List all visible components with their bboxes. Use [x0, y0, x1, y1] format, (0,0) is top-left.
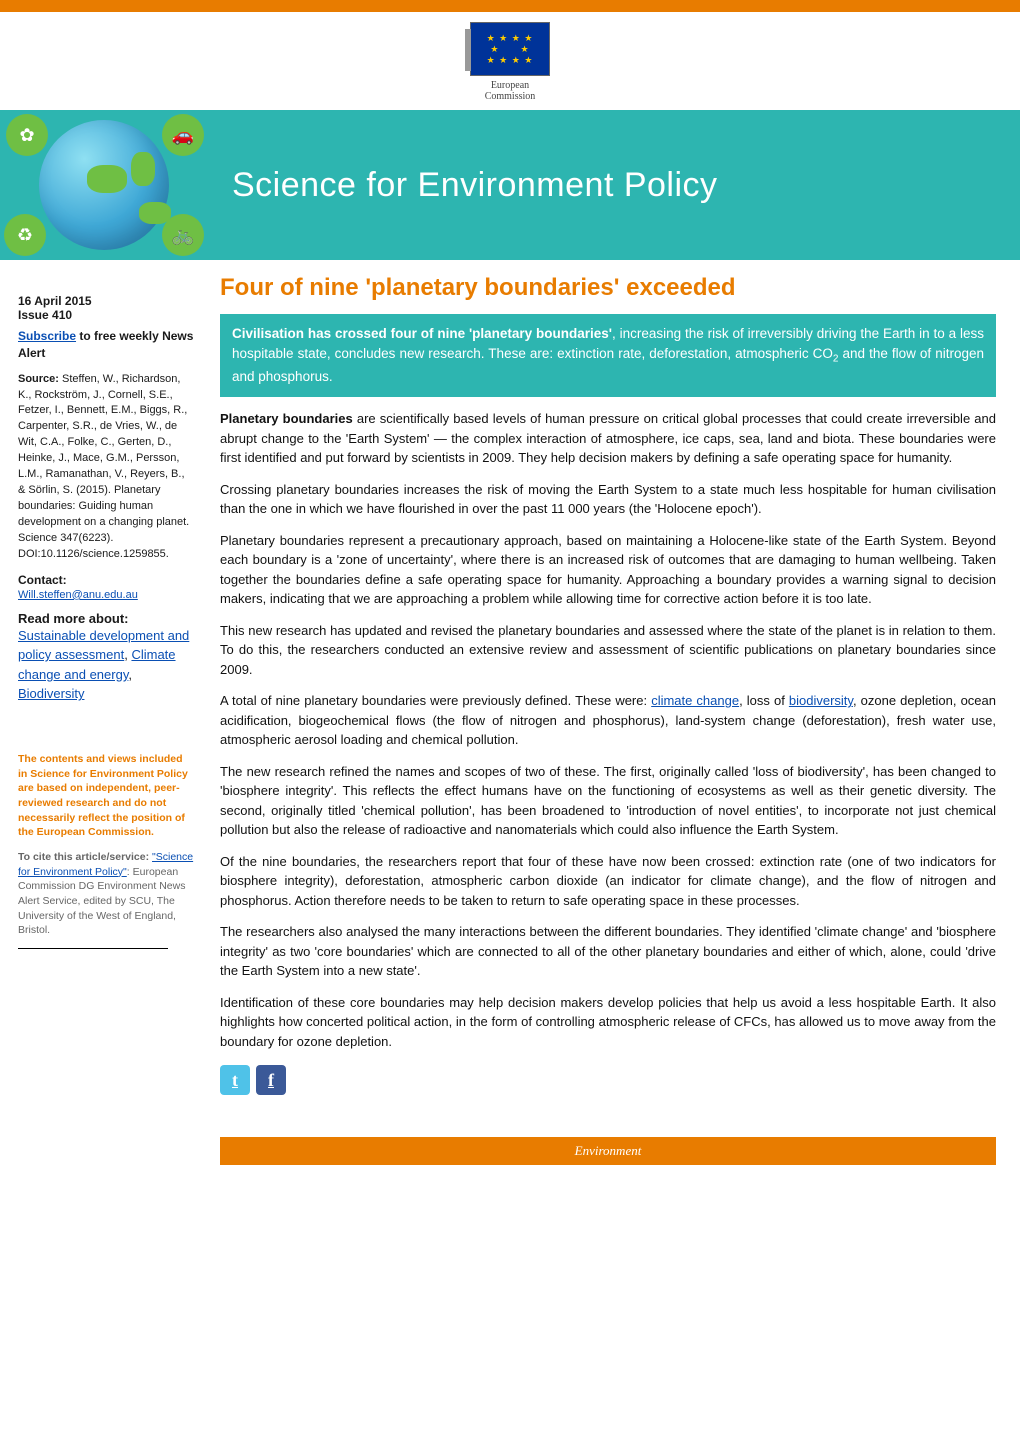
- bike-icon: 🚲: [162, 214, 204, 256]
- para-7: Of the nine boundaries, the researchers …: [220, 852, 996, 911]
- issue-date: 16 April 2015: [18, 294, 194, 308]
- globe-icon: [39, 120, 169, 250]
- logo-caption-line2: Commission: [485, 91, 536, 102]
- para-5b: , loss of: [739, 693, 789, 708]
- subscribe-link[interactable]: Subscribe: [18, 329, 76, 343]
- para-3: Planetary boundaries represent a precaut…: [220, 531, 996, 609]
- contact-email-link[interactable]: Will.steffen@anu.edu.au: [18, 589, 138, 601]
- readmore-links: Sustainable development and policy asses…: [18, 626, 194, 704]
- readmore-link-biodiversity[interactable]: Biodiversity: [18, 686, 84, 701]
- footer-bar: Environment: [220, 1137, 996, 1165]
- eu-flag-icon: ★ ★ ★ ★★ ★★ ★ ★ ★: [470, 22, 550, 76]
- para-5a: A total of nine planetary boundaries wer…: [220, 693, 651, 708]
- social-share-row: t f: [220, 1065, 996, 1095]
- facebook-share-button[interactable]: f: [256, 1065, 286, 1095]
- european-commission-logo: ★ ★ ★ ★★ ★★ ★ ★ ★ European Commission: [470, 22, 550, 102]
- sidebar: 16 April 2015 Issue 410 Subscribe to fre…: [0, 260, 208, 1113]
- readmore-heading: Read more about:: [18, 611, 194, 626]
- disclaimer-text: The contents and views included in Scien…: [18, 752, 194, 840]
- contact-label: Contact:: [18, 573, 194, 587]
- banner-title: Science for Environment Policy: [232, 166, 996, 205]
- main-column: Four of nine 'planetary boundaries' exce…: [208, 260, 1020, 1113]
- header: ★ ★ ★ ★★ ★★ ★ ★ ★ European Commission: [0, 12, 1020, 110]
- citation-block: To cite this article/service: "Science f…: [18, 850, 194, 938]
- para-1: Planetary boundaries are scientifically …: [220, 409, 996, 468]
- globe-graphic: ✿ ♻ 🚗 🚲: [0, 110, 208, 260]
- link-biodiversity[interactable]: biodiversity: [789, 693, 853, 708]
- twitter-share-button[interactable]: t: [220, 1065, 250, 1095]
- facebook-icon: f: [268, 1070, 274, 1091]
- para-8: The researchers also analysed the many i…: [220, 922, 996, 981]
- banner-row: ✿ ♻ 🚗 🚲 Science for Environment Policy: [0, 110, 1020, 260]
- eu-stars-icon: ★ ★ ★ ★★ ★★ ★ ★ ★: [487, 33, 534, 66]
- banner-thumbnail: ✿ ♻ 🚗 🚲: [0, 110, 208, 260]
- para-6: The new research refined the names and s…: [220, 762, 996, 840]
- cite-lead: To cite this article/service:: [18, 851, 152, 863]
- lead-strong: Civilisation has crossed four of nine 'p…: [232, 326, 612, 341]
- lead-summary-box: Civilisation has crossed four of nine 'p…: [220, 314, 996, 397]
- para-5: A total of nine planetary boundaries wer…: [220, 691, 996, 750]
- para-9: Identification of these core boundaries …: [220, 993, 996, 1052]
- recycle-icon: ♻: [4, 214, 46, 256]
- source-label: Source:: [18, 373, 59, 385]
- top-accent-bar: [0, 0, 1020, 12]
- source-text: Steffen, W., Richardson, K., Rockström, …: [18, 373, 189, 560]
- logo-caption-line1: European: [491, 80, 529, 91]
- link-climate-change[interactable]: climate change: [651, 693, 739, 708]
- source-citation: Source: Steffen, W., Richardson, K., Roc…: [18, 372, 194, 563]
- article-title: Four of nine 'planetary boundaries' exce…: [220, 260, 996, 314]
- subscribe-line: Subscribe to free weekly News Alert: [18, 328, 194, 362]
- footer-label: Environment: [575, 1143, 642, 1159]
- para-1-strong: Planetary boundaries: [220, 411, 353, 426]
- car-icon: 🚗: [162, 114, 204, 156]
- logo-caption: European Commission: [470, 80, 550, 102]
- issue-number: Issue 410: [18, 308, 194, 322]
- main-banner: Science for Environment Policy: [208, 110, 1020, 260]
- leaf-icon: ✿: [6, 114, 48, 156]
- twitter-icon: t: [232, 1070, 238, 1091]
- para-2: Crossing planetary boundaries increases …: [220, 480, 996, 519]
- sidebar-divider: [18, 948, 168, 949]
- contact-block: Contact: Will.steffen@anu.edu.au: [18, 573, 194, 601]
- para-4: This new research has updated and revise…: [220, 621, 996, 680]
- content-row: 16 April 2015 Issue 410 Subscribe to fre…: [0, 260, 1020, 1113]
